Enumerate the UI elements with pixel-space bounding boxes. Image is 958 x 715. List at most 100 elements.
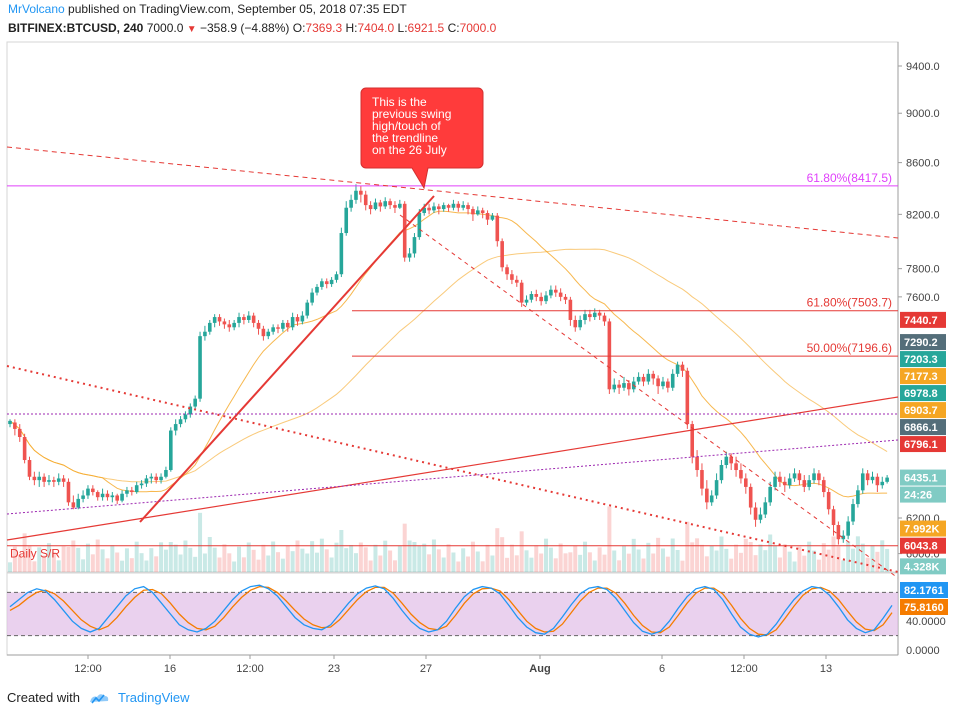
- price-change: −358.9 (−4.88%): [200, 21, 290, 35]
- candle-body: [227, 324, 232, 328]
- candle-body: [768, 486, 772, 503]
- volume-bar: [431, 539, 436, 572]
- symbol-label: BITFINEX:BTCUSD, 240: [8, 21, 144, 35]
- candle-body: [349, 199, 353, 208]
- volume-bar: [446, 544, 451, 572]
- volume-bar: [324, 549, 329, 572]
- volume-bar: [548, 547, 553, 572]
- stochastic-d-value: 75.8160: [904, 602, 944, 614]
- volume-bar: [782, 544, 787, 572]
- volume-bar: [763, 550, 768, 572]
- candle-body: [159, 476, 163, 481]
- volume-bar: [56, 560, 61, 572]
- volume-bar: [241, 557, 246, 572]
- price-tag: [900, 334, 946, 351]
- price-tag-label: 6866.1: [904, 422, 938, 434]
- candle-body: [130, 490, 134, 493]
- volume-bar: [46, 543, 51, 572]
- candle-body: [558, 292, 563, 297]
- ascending-trendline: [6, 396, 899, 541]
- candle-body: [846, 521, 850, 536]
- candle-body: [826, 492, 831, 510]
- volume-bar: [232, 561, 237, 572]
- candle-body: [432, 206, 436, 211]
- volume-bar: [90, 554, 95, 572]
- volume-bar: [266, 555, 271, 572]
- candle-body: [110, 495, 115, 498]
- volume-bar: [22, 533, 27, 572]
- tradingview-brand[interactable]: TradingView: [117, 690, 190, 705]
- candle-body: [76, 498, 81, 508]
- candle-body: [344, 207, 349, 234]
- candle-body: [505, 267, 509, 275]
- candle-body: [100, 493, 105, 498]
- candle-body: [797, 473, 802, 481]
- volume-bar: [319, 538, 324, 572]
- volume-bar: [388, 550, 393, 572]
- price-tag-label: 7203.3: [904, 354, 938, 366]
- volume-bar: [339, 530, 344, 572]
- volume-bar: [222, 544, 227, 572]
- candle-body: [807, 480, 811, 487]
- candle-body: [27, 460, 32, 477]
- volume-bar: [612, 550, 617, 572]
- volume-bar: [816, 559, 821, 572]
- candle-body: [568, 299, 573, 320]
- volume-bar: [159, 542, 164, 572]
- purple-channel-line: [6, 439, 899, 515]
- candle-body: [256, 322, 261, 329]
- candle-body: [86, 488, 90, 496]
- candle-body: [739, 470, 743, 479]
- volume-bar: [51, 552, 56, 572]
- candle-body: [37, 476, 42, 481]
- stochastic-k-line: [9, 584, 893, 638]
- volume-bar: [149, 548, 154, 572]
- high-label: H:: [345, 21, 358, 35]
- time-tick-label: 23: [328, 663, 340, 675]
- volume-bar: [402, 523, 407, 572]
- volume-bar: [115, 552, 120, 572]
- candle-body: [212, 317, 217, 323]
- candle-body: [636, 376, 641, 382]
- created-with-label: Created with: [7, 690, 80, 705]
- volume-bar: [407, 540, 412, 572]
- candle-body: [656, 378, 660, 387]
- volume-bar: [831, 536, 836, 572]
- candle-body: [363, 194, 368, 206]
- price-tag-label: 7440.7: [904, 315, 938, 327]
- volume-bar: [651, 553, 656, 572]
- candle-body: [17, 428, 22, 438]
- volume-bar: [110, 545, 115, 572]
- candle-body: [373, 202, 378, 210]
- volume-bar: [646, 542, 651, 572]
- candle-body: [763, 502, 768, 515]
- time-tick-label: 27: [420, 663, 432, 675]
- candle-body: [217, 317, 222, 322]
- volume-bar: [773, 546, 778, 572]
- volume-bar: [534, 545, 539, 572]
- volume-bar: [797, 546, 802, 572]
- volume-bar: [271, 541, 276, 572]
- volume-bar: [592, 560, 597, 572]
- publish-info: MrVolcano published on TradingView.com, …: [8, 2, 407, 16]
- published-text: published on TradingView.com, September …: [68, 2, 407, 16]
- candle-body: [242, 317, 246, 320]
- tradingview-logo-icon[interactable]: [88, 691, 110, 705]
- volume-bar: [475, 551, 480, 572]
- fib-level-label: 50.00%(7196.6): [807, 341, 892, 355]
- descending-trendline-steep: [399, 214, 899, 579]
- down-triangle-icon: ▼: [186, 24, 197, 35]
- volume-bar: [285, 545, 290, 572]
- author-name[interactable]: MrVolcano: [8, 2, 65, 16]
- candle-body: [880, 481, 885, 486]
- candle-body: [856, 490, 860, 505]
- volume-bar: [383, 540, 388, 572]
- symbol-info: BITFINEX:BTCUSD, 240 7000.0 ▼ −358.9 (−4…: [8, 21, 496, 35]
- volume-bar: [724, 548, 729, 572]
- volume-bar: [12, 546, 17, 572]
- volume-bar: [699, 544, 704, 572]
- candle-body: [831, 509, 836, 526]
- volume-bar: [290, 551, 295, 572]
- volume-bar: [641, 558, 646, 572]
